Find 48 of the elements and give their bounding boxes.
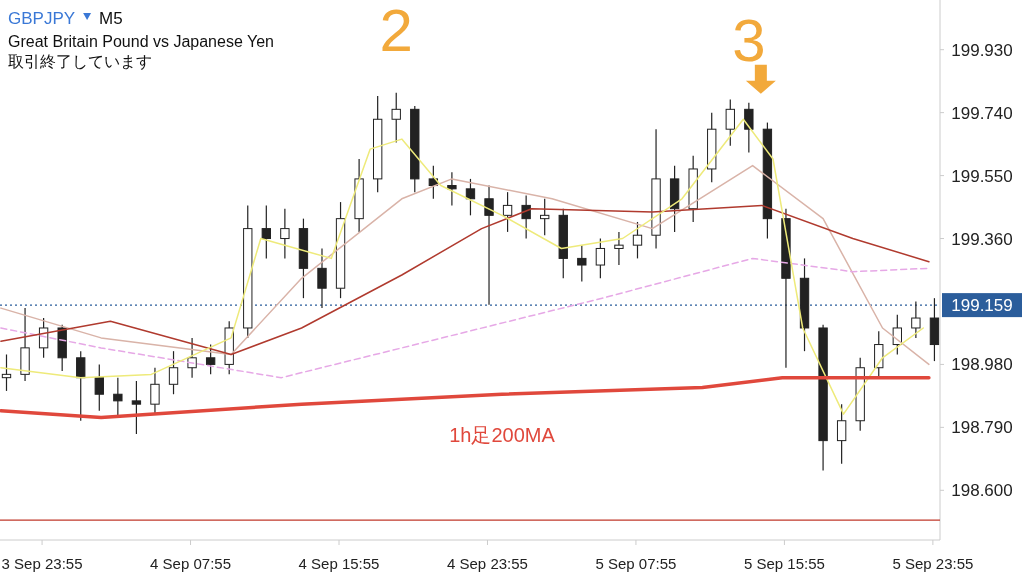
- candlestick: [280, 208, 290, 259]
- text: Great Britain Pound vs Japanese Yen: [8, 33, 274, 50]
- x-tick-label: 4 Sep 15:55: [298, 555, 380, 572]
- candlestick: [187, 337, 197, 379]
- candlestick: [502, 191, 513, 233]
- x-tick-label: 5 Sep 07:55: [595, 555, 677, 572]
- candlestick: [465, 178, 476, 216]
- y-tick-label: 199.550: [951, 166, 1013, 186]
- text: GBPJPY: [8, 9, 76, 28]
- candlestick: [521, 194, 531, 240]
- candlestick: [725, 98, 735, 147]
- annotation: 2: [379, 0, 413, 64]
- candlestick: [261, 204, 271, 259]
- x-tick-label: 5 Sep 23:55: [892, 555, 974, 572]
- annotation: 3: [732, 6, 766, 74]
- candlestick: [205, 343, 216, 375]
- y-tick-label: 198.790: [951, 418, 1013, 438]
- y-tick-label: 199.930: [951, 40, 1013, 60]
- y-tick-label: 199.360: [951, 229, 1013, 249]
- candlestick: [76, 350, 86, 422]
- candlestick: [911, 300, 921, 339]
- candlestick: [484, 184, 494, 306]
- ref-line-label: 199.159: [951, 296, 1013, 316]
- candlestick: [595, 237, 606, 279]
- candlestick: [317, 247, 327, 309]
- annotation: 取引終了しています: [8, 53, 152, 70]
- x-tick-label: 4 Sep 23:55: [447, 555, 528, 572]
- candlestick: [94, 363, 104, 412]
- x-tick-label: 3 Sep 23:55: [1, 555, 83, 572]
- candlestick: [447, 171, 457, 206]
- candlestick: [168, 350, 179, 395]
- candlestick: [1, 353, 12, 392]
- y-tick-label: 198.980: [951, 355, 1013, 375]
- candlestick: [744, 102, 754, 153]
- candlestick: [131, 380, 142, 435]
- candlestick: [577, 244, 587, 283]
- candlestick: [150, 367, 160, 415]
- x-tick-label: 4 Sep 07:55: [150, 555, 231, 572]
- y-tick-label: 198.600: [951, 481, 1013, 501]
- candlestick: [836, 403, 847, 465]
- candlestick: [632, 221, 643, 259]
- y-tick-label: 199.740: [951, 103, 1013, 123]
- series-label: 1h足200MA: [449, 424, 556, 447]
- candlestick: [540, 198, 550, 236]
- x-tick-label: 5 Sep 15:55: [743, 555, 825, 572]
- candlestick: [614, 231, 624, 266]
- annotation: M5: [99, 9, 123, 28]
- candlestick: [874, 330, 884, 379]
